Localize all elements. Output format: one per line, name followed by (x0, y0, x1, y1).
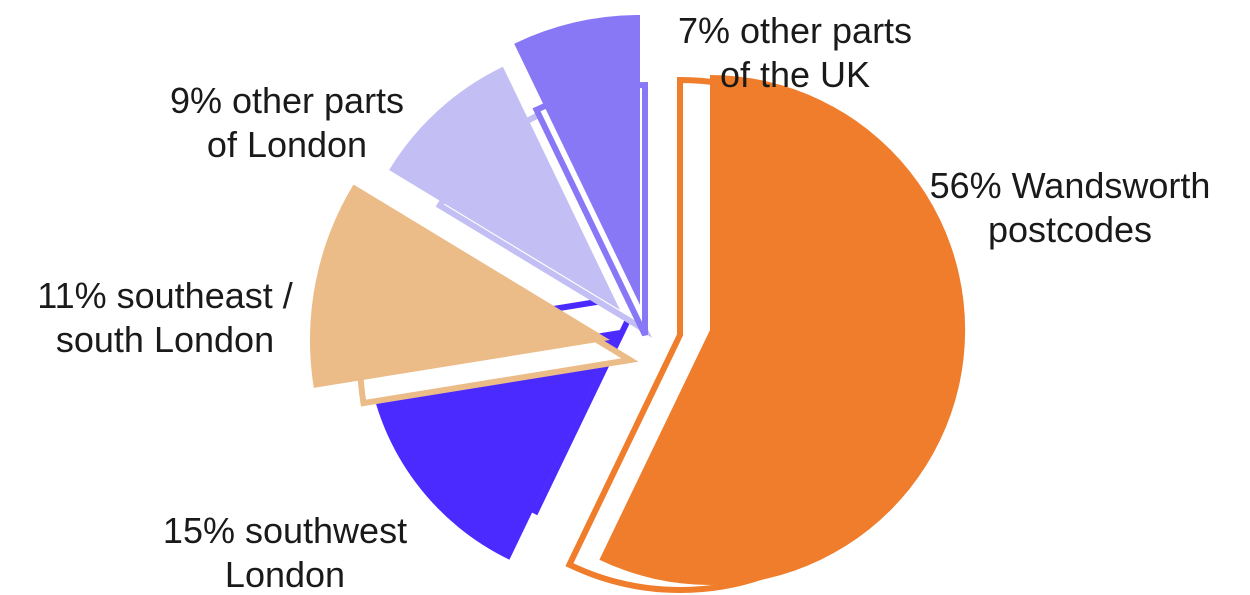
pie-slice-other-parts (389, 66, 620, 310)
pie-slice-wandsworth (599, 74, 966, 585)
slice-label-southwest: 15% southwest London (163, 510, 407, 595)
slice-label-line: 9% other parts (170, 80, 404, 121)
pie-slices (309, 15, 966, 593)
slice-label-line: 11% southeast / (37, 275, 293, 316)
slice-label-wandsworth: 56% Wandsworth postcodes (930, 165, 1211, 250)
slice-label-line: postcodes (988, 209, 1152, 250)
pie-labels: 56% Wandsworth postcodes 15% southwest Lond… (37, 10, 1210, 595)
slice-label-line: of the UK (720, 54, 870, 95)
slice-label-other-parts: 9% other parts of London (170, 80, 404, 165)
pie-slice-southeast (309, 184, 610, 388)
slice-label-line: of London (207, 124, 367, 165)
slice-label-line: London (225, 554, 345, 595)
pie-slice-other-parts (514, 15, 640, 305)
slice-label-line: 56% Wandsworth (930, 165, 1211, 206)
slice-label-southeast: 11% southeast / south London (37, 275, 293, 360)
slice-label-line: 15% southwest (163, 510, 407, 551)
slice-label-line: south London (56, 319, 274, 360)
slice-label-line: 7% other parts (678, 10, 912, 51)
slice-label-other-parts: 7% other parts of the UK (678, 10, 912, 95)
